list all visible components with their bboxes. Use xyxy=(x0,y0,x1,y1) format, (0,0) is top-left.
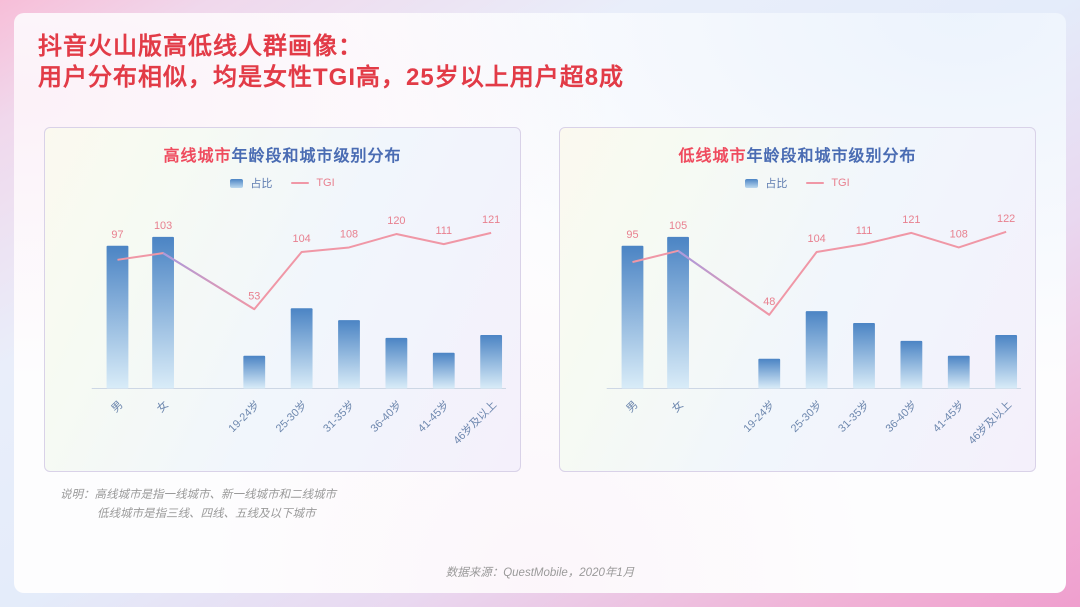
tgi-value-label: 108 xyxy=(949,229,967,241)
x-axis-label: 女 xyxy=(153,397,171,415)
panel-title-highlight: 低线城市 xyxy=(678,148,747,165)
note-line-2: 低线城市是指三线、四线、五线及以下城市 xyxy=(97,508,316,520)
bar-legend-swatch-icon xyxy=(745,178,759,188)
tgi-value-label: 121 xyxy=(902,214,920,226)
title-line-2: 用户分布相似，均是女性TGI高，25岁以上用户超8成 xyxy=(38,64,625,91)
tgi-value-label: 97 xyxy=(111,229,123,241)
x-axis-label: 31-35岁 xyxy=(834,398,871,435)
bar-36-40岁 xyxy=(899,340,922,389)
data-source: 数据来源：QuestMobile，2020年1月 xyxy=(445,567,635,579)
note-line-1: 说明：高线城市是指一线城市、新一线城市和二线城市 xyxy=(60,489,336,501)
x-axis-label: 19-24岁 xyxy=(225,398,262,435)
tgi-value-label: 53 xyxy=(248,290,260,302)
chart-panels: 高线城市年龄段和城市级别分布 占比 TGI 97 103 53 104 108 120 11… xyxy=(44,127,1036,472)
bar-男 xyxy=(106,245,128,389)
slide-title: 抖音火山版高低线人群画像： 用户分布相似，均是女性TGI高，25岁以上用户超8成 xyxy=(14,13,1066,93)
tgi-value-label: 104 xyxy=(807,233,825,245)
tgi-value-label: 111 xyxy=(855,225,872,237)
panel-low-tier-cities: 低线城市年龄段和城市级别分布 占比 TGI 95 105 48 104 111 121 10… xyxy=(559,127,1036,472)
bar-19-24岁 xyxy=(757,358,780,389)
tgi-value-label: 48 xyxy=(763,296,775,308)
chart-high-tier: 97 103 53 104 108 120 111 121 男 女 19-24岁 25-30岁 31-3… xyxy=(91,214,506,447)
tgi-value-label: 108 xyxy=(339,229,357,241)
bar-46岁及以上 xyxy=(994,334,1017,389)
line-legend-swatch-icon xyxy=(806,182,825,184)
tgi-line-bridge xyxy=(162,252,255,311)
legend: 占比 TGI xyxy=(560,175,1035,191)
legend-line-label: TGI xyxy=(316,177,335,189)
bar-31-35岁 xyxy=(337,320,360,389)
x-axis-label: 25-30岁 xyxy=(272,398,309,435)
x-axis-label: 46岁及以上 xyxy=(964,397,1013,446)
footnotes: 说明：高线城市是指一线城市、新一线城市和二线城市 低线城市是指三线、四线、五线及… xyxy=(60,486,1066,524)
panel-high-tier-cities: 高线城市年龄段和城市级别分布 占比 TGI 97 103 53 104 108 120 11… xyxy=(44,127,521,472)
x-axis-label: 36-40岁 xyxy=(367,398,404,435)
bar-41-45岁 xyxy=(432,352,455,389)
tgi-value-label: 105 xyxy=(668,220,686,232)
bar-女 xyxy=(666,236,689,389)
tgi-line-bridge xyxy=(677,250,770,316)
bar-46岁及以上 xyxy=(479,334,502,389)
bar-41-45岁 xyxy=(947,355,970,389)
legend-bar-label: 占比 xyxy=(765,178,788,190)
x-axis-label: 女 xyxy=(668,397,686,415)
x-axis-label: 46岁及以上 xyxy=(449,397,498,446)
x-axis-label: 41-45岁 xyxy=(414,398,451,435)
title-line-1: 抖音火山版高低线人群画像： xyxy=(38,33,363,60)
panel-title-rest: 年龄段和城市级别分布 xyxy=(746,148,917,165)
x-axis-label: 25-30岁 xyxy=(787,398,824,435)
chart-low-tier: 95 105 48 104 111 121 108 122 男 女 19-24岁 25-30岁 31-3… xyxy=(606,213,1021,447)
panel-title-low-tier: 低线城市年龄段和城市级别分布 xyxy=(560,142,1035,166)
tgi-value-label: 122 xyxy=(997,213,1015,225)
x-axis-label: 36-40岁 xyxy=(882,398,919,435)
tgi-value-label: 121 xyxy=(482,214,500,226)
bar-legend-swatch-icon xyxy=(230,178,244,188)
tgi-value-label: 95 xyxy=(626,229,638,241)
slide-card: 抖音火山版高低线人群画像： 用户分布相似，均是女性TGI高，25岁以上用户超8成… xyxy=(14,13,1066,593)
legend: 占比 TGI xyxy=(45,175,520,191)
legend-bar-label: 占比 xyxy=(250,178,273,190)
bar-女 xyxy=(151,236,174,389)
bar-25-30岁 xyxy=(805,311,828,389)
x-axis-label: 41-45岁 xyxy=(929,398,966,435)
tgi-value-label: 104 xyxy=(292,233,310,245)
legend-line-label: TGI xyxy=(831,177,850,189)
line-legend-swatch-icon xyxy=(291,182,310,184)
x-axis-label: 19-24岁 xyxy=(740,398,777,435)
panel-title-high-tier: 高线城市年龄段和城市级别分布 xyxy=(45,142,520,166)
x-axis-label: 男 xyxy=(624,399,640,415)
panel-title-highlight: 高线城市 xyxy=(163,148,232,165)
panel-title-rest: 年龄段和城市级别分布 xyxy=(231,148,402,165)
bar-男 xyxy=(621,245,643,389)
x-axis-label: 男 xyxy=(109,399,125,415)
tgi-value-label: 103 xyxy=(153,220,171,232)
bar-25-30岁 xyxy=(290,308,313,389)
tgi-value-label: 120 xyxy=(387,215,405,227)
bar-31-35岁 xyxy=(852,323,875,389)
x-axis-label: 31-35岁 xyxy=(319,398,356,435)
tgi-value-label: 111 xyxy=(435,225,452,237)
bar-36-40岁 xyxy=(384,337,407,389)
bar-19-24岁 xyxy=(242,355,265,389)
